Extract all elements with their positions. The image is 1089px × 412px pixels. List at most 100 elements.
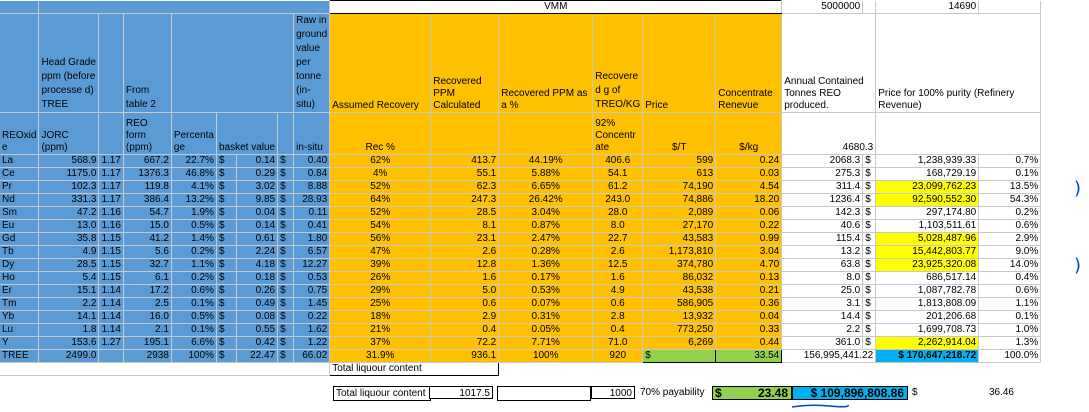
cell-bv[interactable]: 0.14: [236, 219, 279, 233]
cell-pct[interactable]: 0.2%: [171, 271, 217, 285]
cell-bv[interactable]: 0.14: [236, 154, 279, 168]
cell-ref[interactable]: 5,028,487.96: [875, 232, 980, 246]
cell-rec[interactable]: 64%: [329, 193, 432, 207]
cell-rec[interactable]: 18%: [329, 310, 432, 324]
cell-ins[interactable]: 0.40: [293, 154, 331, 168]
cell-ann[interactable]: 2.2: [781, 323, 864, 337]
cell-reo[interactable]: 1376.3: [123, 167, 172, 181]
cell-f[interactable]: 1.27: [98, 336, 124, 350]
cell-d1[interactable]: $: [216, 245, 238, 259]
cell-g[interactable]: 1.6: [592, 271, 644, 285]
cell-reo[interactable]: 16.0: [123, 310, 172, 324]
cell-rec[interactable]: 29%: [329, 284, 432, 298]
cell-share[interactable]: 54.3%: [978, 193, 1042, 207]
cell-rec[interactable]: 4%: [329, 167, 432, 181]
cell-d2[interactable]: $: [277, 154, 295, 168]
cell-d1[interactable]: $: [216, 154, 238, 168]
cell-share[interactable]: 13.5%: [978, 180, 1042, 194]
cell-ref[interactable]: 297,174.80: [875, 206, 980, 220]
cell-d2[interactable]: $: [277, 310, 295, 324]
cell-g[interactable]: 406.6: [592, 154, 644, 168]
cell-rec[interactable]: 47%: [329, 245, 432, 259]
cell-jorc[interactable]: 47.2: [38, 206, 100, 220]
cell-reo[interactable]: 41.2: [123, 232, 172, 246]
cell-ann[interactable]: 63.8: [781, 258, 864, 272]
cell-calc[interactable]: 72.2: [430, 336, 500, 350]
cell-share[interactable]: 0.4%: [978, 271, 1042, 285]
cell-jorc[interactable]: 102.3: [38, 180, 100, 194]
cell-calc[interactable]: 2.6: [430, 245, 500, 259]
cell-pct[interactable]: 46.8%: [171, 167, 217, 181]
cell-pt[interactable]: 74,190: [642, 180, 717, 194]
cell-ann[interactable]: 40.6: [781, 219, 864, 233]
cell-el[interactable]: Er: [0, 284, 40, 298]
cell-calc[interactable]: 62.3: [430, 180, 500, 194]
cell-ann[interactable]: 2068.3: [781, 154, 864, 168]
cell-bv[interactable]: 9.85: [236, 193, 279, 207]
cell-g[interactable]: 12.5: [592, 258, 644, 272]
cell-d3[interactable]: $: [862, 284, 877, 298]
cell-ref[interactable]: 168,729.19: [875, 167, 980, 181]
cell-el[interactable]: Ho: [0, 271, 40, 285]
cell-el[interactable]: La: [0, 154, 40, 168]
cell-rec[interactable]: 37%: [329, 336, 432, 350]
cell-share[interactable]: 1.0%: [978, 323, 1042, 337]
cell-d3[interactable]: $: [862, 219, 877, 233]
cell-f[interactable]: 1.14: [98, 284, 124, 298]
cell-pct[interactable]: 22.7%: [171, 154, 217, 168]
cell-rec[interactable]: 26%: [329, 271, 432, 285]
cell-d3[interactable]: $: [862, 271, 877, 285]
cell-ann[interactable]: 275.3: [781, 167, 864, 181]
cell-jorc[interactable]: 1.8: [38, 323, 100, 337]
cell-pt[interactable]: 586,905: [642, 297, 717, 311]
cell-g[interactable]: 28.0: [592, 206, 644, 220]
cell-d2[interactable]: $: [277, 219, 295, 233]
cell-f[interactable]: 1.17: [98, 193, 124, 207]
cell-pt[interactable]: 374,780: [642, 258, 717, 272]
cell-d2[interactable]: $: [277, 193, 295, 207]
cell-pt[interactable]: 13,932: [642, 310, 717, 324]
cell-asp[interactable]: 0.31%: [498, 310, 594, 324]
cell-asp[interactable]: 1.36%: [498, 258, 594, 272]
cell-jorc[interactable]: 14.1: [38, 310, 100, 324]
cell-pt[interactable]: 613: [642, 167, 717, 181]
cell-ann[interactable]: 311.4: [781, 180, 864, 194]
cell-rec[interactable]: 21%: [329, 323, 432, 337]
cell-d3[interactable]: $: [862, 154, 877, 168]
cell-ins[interactable]: 0.11: [293, 206, 331, 220]
cell-ref[interactable]: 1,238,939.33: [875, 154, 980, 168]
cell-asp[interactable]: 0.87%: [498, 219, 594, 233]
cell-d2[interactable]: $: [277, 167, 295, 181]
cell-pt[interactable]: 43,583: [642, 232, 717, 246]
cell-asp[interactable]: 5.88%: [498, 167, 594, 181]
cell-pct[interactable]: 1.9%: [171, 206, 217, 220]
cell-share[interactable]: 0.6%: [978, 219, 1042, 233]
cell-jorc[interactable]: 4.9: [38, 245, 100, 259]
cell-d3[interactable]: $: [862, 193, 877, 207]
cell-calc[interactable]: 0.6: [430, 297, 500, 311]
cell-d1[interactable]: $: [216, 180, 238, 194]
cell-calc[interactable]: 2.9: [430, 310, 500, 324]
cell-pkg[interactable]: 18.20: [715, 193, 783, 207]
cell-pkg[interactable]: 0.99: [715, 232, 783, 246]
cell-ann[interactable]: 1236.4: [781, 193, 864, 207]
cell-g[interactable]: 22.7: [592, 232, 644, 246]
cell-pct[interactable]: 0.5%: [171, 219, 217, 233]
cell-ins[interactable]: 1.80: [293, 232, 331, 246]
cell-ref[interactable]: 23,099,762.23: [875, 180, 980, 194]
cell-d1[interactable]: $: [216, 167, 238, 181]
cell-ins[interactable]: 6.57: [293, 245, 331, 259]
cell-d3[interactable]: $: [862, 245, 877, 259]
cell-ins[interactable]: 8.88: [293, 180, 331, 194]
cell-ref[interactable]: 1,813,808.09: [875, 297, 980, 311]
cell-d3[interactable]: $: [862, 180, 877, 194]
cell-d3[interactable]: $: [862, 232, 877, 246]
cell-jorc[interactable]: 2.2: [38, 297, 100, 311]
cell-jorc[interactable]: 568.9: [38, 154, 100, 168]
cell-d3[interactable]: $: [862, 336, 877, 350]
cell-d2[interactable]: $: [277, 336, 295, 350]
cell-pct[interactable]: 1.4%: [171, 232, 217, 246]
cell-ins[interactable]: 1.22: [293, 336, 331, 350]
cell-asp[interactable]: 2.47%: [498, 232, 594, 246]
cell-d2[interactable]: $: [277, 284, 295, 298]
